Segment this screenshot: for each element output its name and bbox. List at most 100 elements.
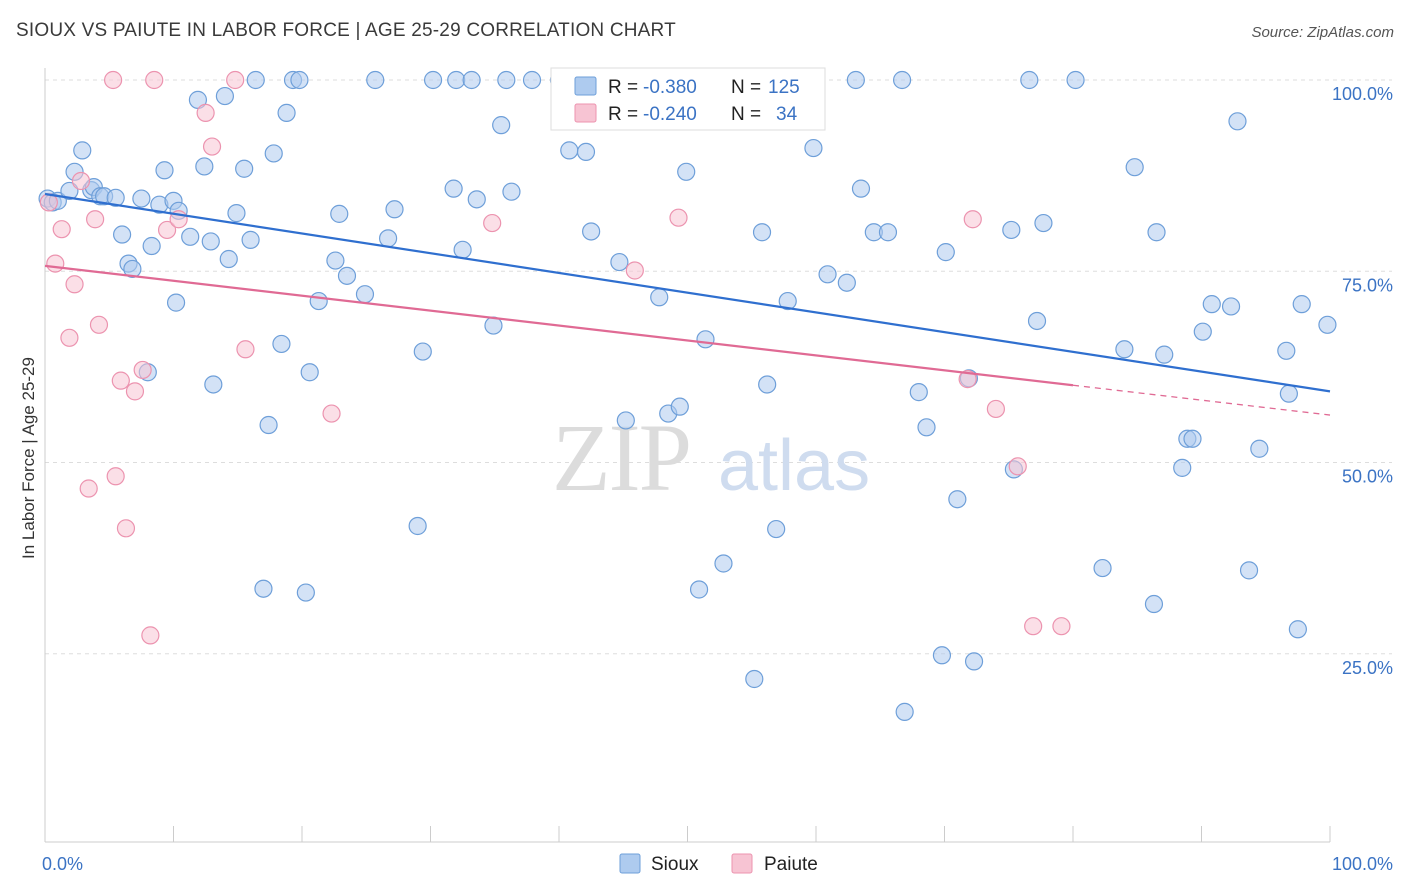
paiute-point-8: [89, 315, 109, 334]
sioux-point-80: [758, 375, 777, 394]
sioux-point-76: [714, 554, 733, 573]
sioux-point-93: [909, 383, 928, 402]
paiute-point-34: [1052, 617, 1071, 636]
paiute-point-4: [65, 275, 84, 294]
sioux-point-43: [326, 251, 345, 270]
sioux-point-82: [778, 291, 797, 311]
paiute-point-32: [1008, 457, 1027, 476]
paiute-point-16: [145, 70, 164, 90]
paiute-point-17: [157, 220, 177, 240]
sioux-point-87: [846, 70, 865, 90]
sioux-point-60: [497, 70, 516, 90]
sioux-point-14: [132, 189, 151, 208]
sioux-point-25: [201, 232, 220, 251]
sioux-point-65: [576, 142, 596, 162]
x-tick-label-0: 0.0%: [42, 854, 83, 874]
sioux-point-62: [522, 70, 542, 90]
sioux-point-111: [1155, 345, 1174, 364]
sioux-point-59: [492, 116, 511, 135]
x-tick-labels: 0.0% 100.0%: [42, 854, 1393, 874]
y-tick-label-3: 100.0%: [1332, 84, 1393, 104]
sioux-point-67: [616, 411, 635, 430]
sioux-n-label: N =: [731, 77, 761, 98]
source-credit: Source: ZipAtlas.com: [1251, 24, 1394, 41]
sioux-point-104: [1034, 213, 1053, 233]
sioux-point-31: [241, 230, 260, 249]
sioux-point-75: [696, 330, 715, 349]
sioux-point-112: [1173, 458, 1192, 477]
sioux-point-54: [444, 179, 463, 198]
sioux-point-86: [837, 273, 856, 292]
paiute-point-13: [125, 382, 145, 401]
sioux-point-44: [330, 204, 349, 223]
paiute-point-14: [133, 360, 152, 380]
paiute-point-11: [111, 371, 130, 390]
sioux-point-74: [689, 580, 709, 599]
chart-title: SIOUX VS PAIUTE IN LABOR FORCE | AGE 25-…: [16, 20, 676, 41]
paiute-point-10: [106, 467, 125, 486]
sioux-point-30: [235, 159, 254, 178]
sioux-point-26: [204, 375, 223, 394]
paiute-point-9: [104, 70, 123, 90]
sioux-point-21: [166, 293, 186, 312]
sioux-point-36: [272, 334, 291, 354]
sioux-point-110: [1147, 223, 1166, 242]
sioux-point-33: [254, 579, 273, 598]
y-tick-label-0: 25.0%: [1342, 658, 1393, 678]
sioux-r-label: R =: [608, 77, 638, 98]
sioux-point-102: [1020, 70, 1039, 90]
sioux-point-53: [447, 70, 466, 90]
sioux-point-61: [502, 182, 521, 201]
sioux-point-49: [385, 200, 404, 219]
sioux-point-11: [112, 225, 132, 244]
paiute-point-33: [1024, 617, 1043, 636]
sioux-point-29: [227, 204, 246, 223]
paiute-point-28: [669, 208, 688, 227]
sioux-n-value: 125: [768, 77, 800, 98]
sioux-point-45: [337, 266, 357, 285]
sioux-point-119: [1239, 561, 1259, 580]
y-axis-label: In Labor Force | Age 25-29: [19, 357, 38, 559]
sioux-point-90: [878, 223, 898, 242]
sioux-point-40: [296, 583, 315, 602]
paiute-r-label: R =: [608, 104, 638, 125]
sioux-point-81: [767, 519, 786, 539]
trendlines: [44, 192, 1331, 416]
sioux-point-116: [1202, 295, 1221, 314]
sioux-point-41: [300, 363, 319, 382]
sioux-point-107: [1115, 340, 1134, 359]
paiute-point-2: [52, 220, 71, 239]
sioux-point-13: [123, 259, 142, 279]
paiute-point-31: [986, 399, 1006, 419]
sioux-point-117: [1221, 297, 1241, 316]
sioux-point-47: [366, 70, 385, 90]
sioux-point-100: [1002, 220, 1021, 240]
sioux-point-72: [677, 162, 696, 181]
sioux-point-94: [917, 418, 936, 437]
y-tick-labels: 25.0% 50.0% 75.0% 100.0%: [1332, 84, 1393, 678]
watermark-atlas: atlas: [718, 426, 870, 506]
paiute-point-6: [79, 479, 98, 498]
sioux-point-39: [290, 70, 309, 90]
sioux-point-22: [181, 227, 200, 246]
sioux-point-103: [1027, 311, 1047, 331]
legend-sioux-label: Sioux: [651, 854, 699, 875]
sioux-point-66: [582, 222, 601, 241]
y-tick-label-2: 75.0%: [1342, 275, 1393, 295]
sioux-point-91: [892, 70, 912, 90]
sioux-point-68: [610, 252, 629, 272]
sioux-point-51: [413, 342, 432, 361]
sioux-point-96: [936, 243, 955, 262]
series-legend: Sioux Paiute: [619, 853, 818, 875]
sioux-point-92: [895, 702, 914, 721]
paiute-r-value: -0.240: [643, 104, 697, 125]
sioux-point-27: [215, 86, 234, 106]
sioux-point-121: [1277, 341, 1296, 360]
y-tick-label-1: 50.0%: [1342, 467, 1393, 487]
sioux-point-69: [650, 288, 669, 307]
sioux-point-106: [1093, 558, 1112, 578]
sioux-point-79: [752, 223, 772, 242]
sioux-point-48: [378, 229, 398, 248]
paiute-point-22: [236, 340, 255, 359]
